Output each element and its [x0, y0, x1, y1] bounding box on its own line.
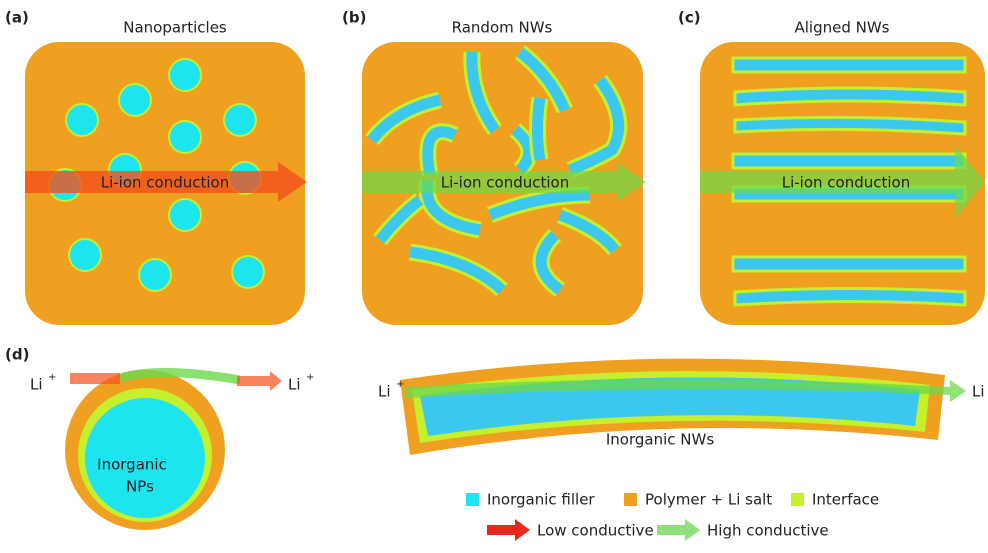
panel-title: Aligned NWs	[794, 19, 889, 37]
arrow-label: Li-ion conduction	[101, 174, 230, 192]
li-label: Li	[378, 383, 391, 401]
legend-label: High conductive	[707, 522, 829, 540]
panel-letter: (a)	[5, 9, 29, 27]
legend-label: Low conductive	[537, 522, 654, 540]
legend-label: Interface	[812, 491, 879, 509]
li-charge: +	[306, 372, 314, 383]
legend-label: Polymer + Li salt	[645, 491, 772, 509]
li-label: Li	[972, 383, 985, 401]
li-label: Li	[288, 376, 301, 394]
li-label: Li	[30, 376, 43, 394]
legend-arrow	[487, 519, 530, 541]
np-label: Inorganic	[97, 456, 167, 474]
np-label: NPs	[126, 478, 154, 496]
arrow-label: Li-ion conduction	[441, 174, 570, 192]
figure: (a) Nanoparticles Li-ion conduction (b) …	[0, 0, 988, 553]
panel-letter: (d)	[5, 346, 29, 364]
legend-swatch	[466, 493, 479, 506]
legend-swatch	[791, 493, 804, 506]
legend-swatch	[624, 493, 637, 506]
low-arrow	[70, 373, 120, 384]
panel-title: Random NWs	[452, 19, 553, 37]
nw-label: Inorganic NWs	[606, 431, 714, 449]
li-charge: +	[48, 372, 56, 383]
panel-letter: (c)	[678, 9, 701, 27]
legend-label: Inorganic filler	[487, 491, 595, 509]
arrow-label: Li-ion conduction	[782, 174, 911, 192]
legend-arrow	[657, 519, 700, 541]
panel-letter: (b)	[342, 9, 366, 27]
li-charge: +	[396, 379, 404, 390]
low-arrow	[237, 371, 282, 391]
panel-title: Nanoparticles	[123, 19, 227, 37]
